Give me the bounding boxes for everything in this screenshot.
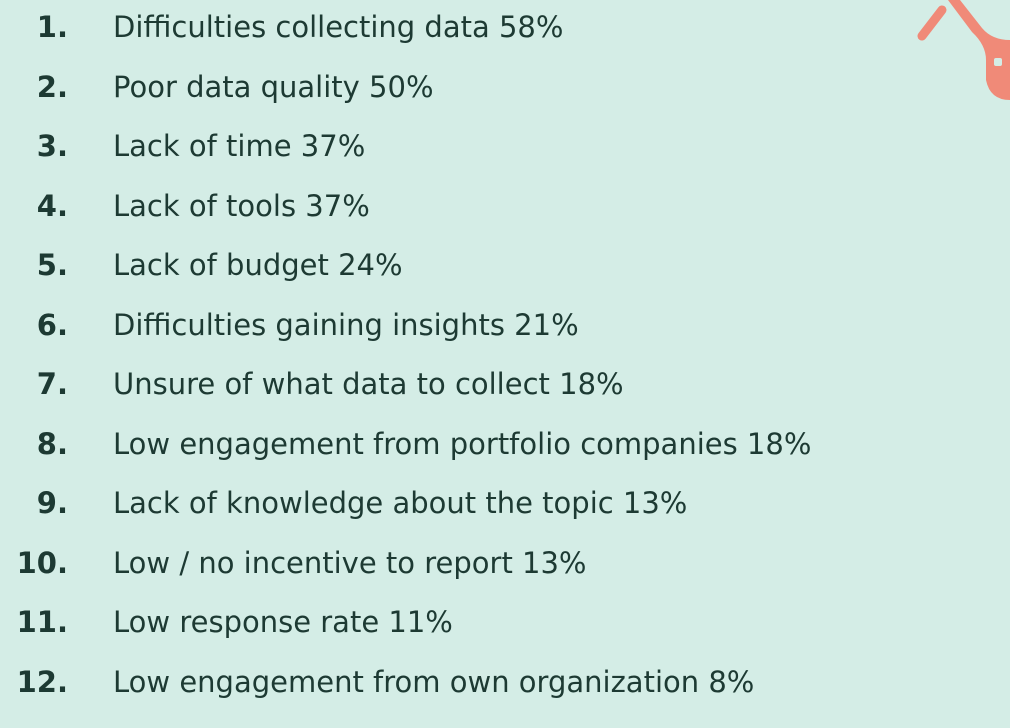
item-number: 9. [36, 486, 68, 520]
item-number: 10. [16, 545, 68, 580]
list-item: 12. Low engagement from own organization … [0, 662, 755, 702]
list-item: 11. Low response rate 11% [0, 602, 453, 642]
item-text: Lack of tools 37% [113, 188, 370, 223]
item-number: 11. [16, 605, 68, 639]
list-item: 5. Lack of budget 24% [0, 245, 403, 285]
list-item: 6. Difficulties gaining insights 21% [0, 305, 579, 345]
item-number: 6. [36, 307, 68, 342]
decor-shape [948, 0, 1010, 100]
item-number: 3. [36, 129, 68, 163]
item-text: Low / no incentive to report 13% [113, 545, 587, 580]
item-text: Lack of knowledge about the topic 13% [113, 486, 688, 520]
list-item: 8. Low engagement from portfolio companie… [0, 424, 812, 464]
item-text: Difficulties collecting data 58% [113, 10, 564, 44]
list-item: 2. Poor data quality 50% [0, 67, 434, 107]
decor-hole [994, 58, 1002, 66]
list-item: 3. Lack of time 37% [0, 126, 365, 166]
item-text: Unsure of what data to collect 18% [113, 367, 624, 401]
item-number: 5. [36, 248, 68, 282]
item-number: 7. [36, 367, 68, 401]
item-text: Poor data quality 50% [113, 69, 434, 104]
item-text: Low engagement from portfolio companies … [113, 426, 812, 461]
item-number: 8. [36, 426, 68, 461]
item-text: Low engagement from own organization 8% [113, 664, 755, 699]
item-number: 12. [16, 664, 68, 699]
list-item: 9. Lack of knowledge about the topic 13% [0, 483, 688, 523]
list-item: 1. Difficulties collecting data 58% [0, 7, 564, 47]
item-number: 4. [36, 188, 68, 223]
decor-line [917, 5, 947, 41]
list-item: 10. Low / no incentive to report 13% [0, 543, 587, 583]
item-number: 2. [36, 69, 68, 104]
list-item: 4. Lack of tools 37% [0, 186, 370, 226]
decoration [917, 0, 1010, 100]
list-item: 7. Unsure of what data to collect 18% [0, 364, 624, 404]
item-text: Lack of budget 24% [113, 248, 403, 282]
item-number: 1. [36, 10, 68, 44]
item-text: Difficulties gaining insights 21% [113, 307, 579, 342]
item-text: Lack of time 37% [113, 129, 366, 163]
item-text: Low response rate 11% [113, 605, 453, 639]
